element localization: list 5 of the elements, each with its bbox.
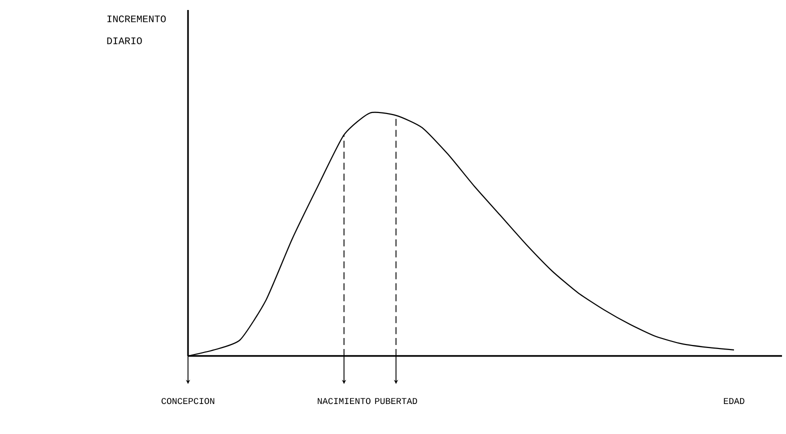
text: INCREMENTO DIARIO [107, 15, 166, 44]
x-tick-label: CONCEPCION [162, 398, 214, 404]
x-tick-label: PUBERTAD [375, 398, 418, 404]
x-tick-label: EDAD [724, 398, 744, 404]
x-tick-label: NACIMIENTO [318, 398, 370, 404]
